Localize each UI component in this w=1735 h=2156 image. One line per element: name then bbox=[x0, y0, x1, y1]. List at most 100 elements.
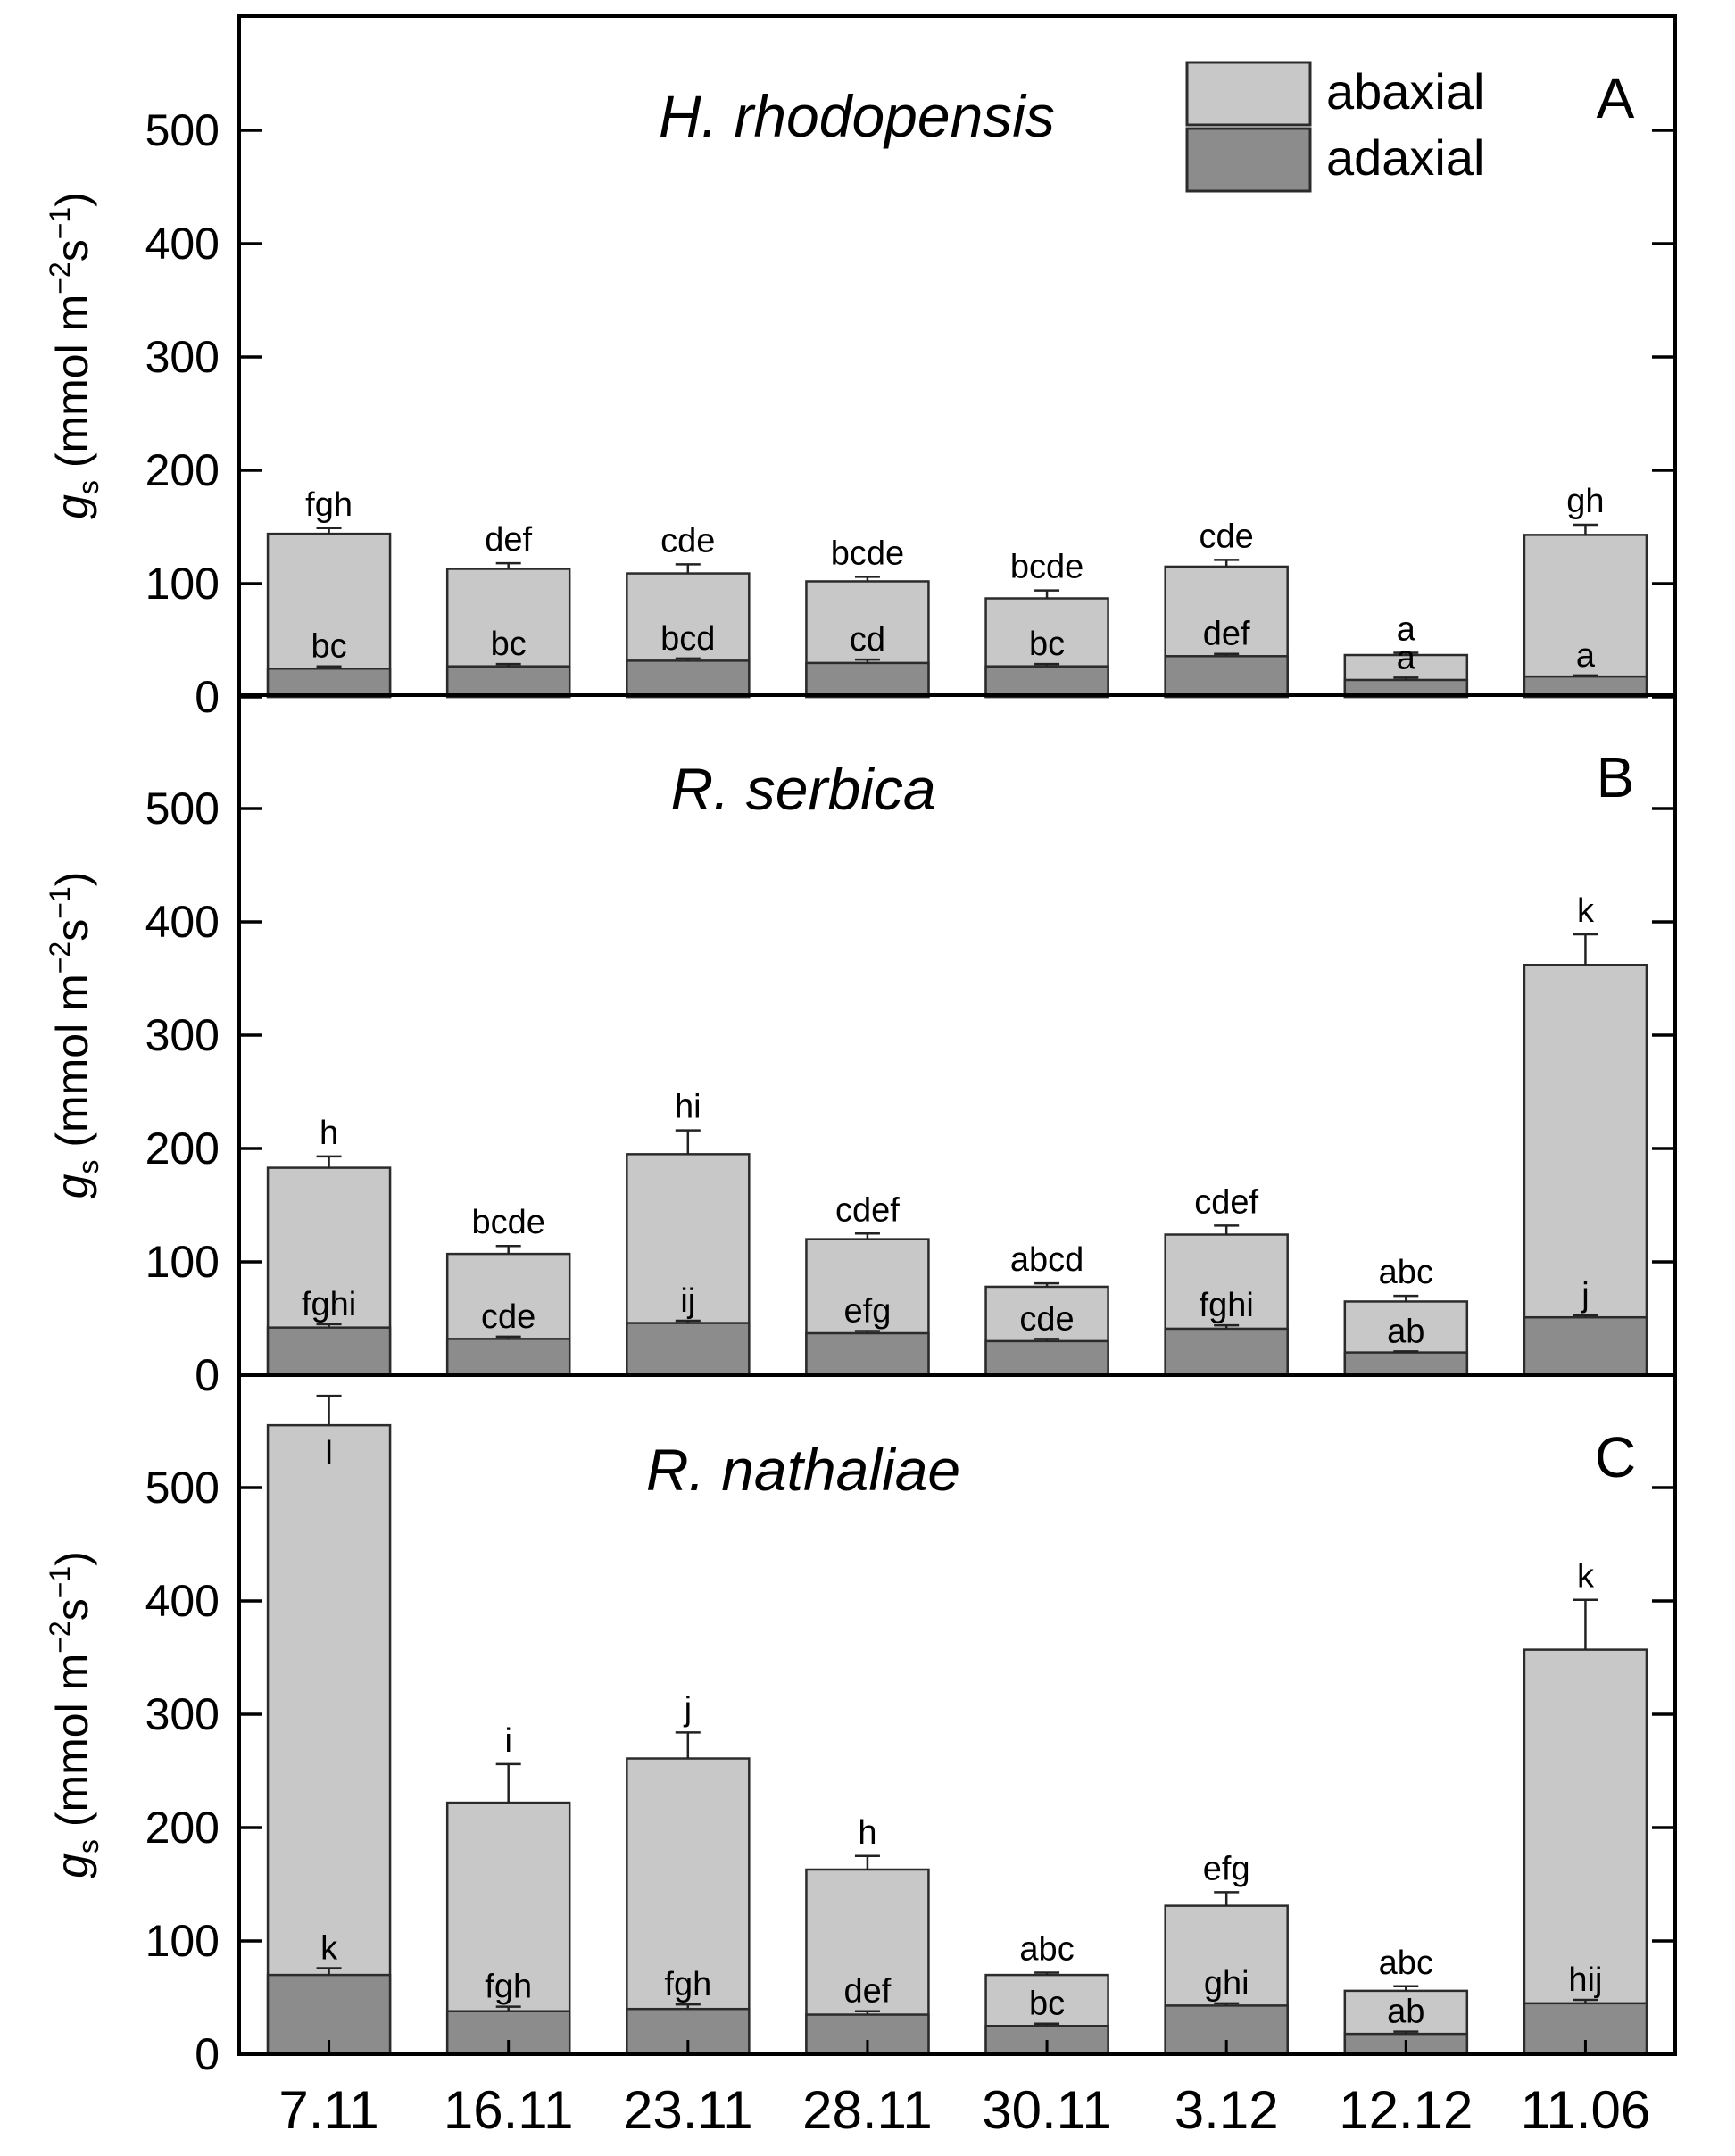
sig-label-adaxial-C-2: fgh bbox=[664, 1966, 711, 2003]
panel-letter-A: A bbox=[1597, 66, 1635, 130]
sig-label-abaxial-B-0: h bbox=[320, 1115, 338, 1152]
sig-label-adaxial-A-3: cd bbox=[850, 621, 885, 659]
bar-abaxial-A-7 bbox=[1523, 534, 1648, 699]
sig-label-abaxial-C-5: efg bbox=[1203, 1850, 1250, 1887]
sig-label-abaxial-C-2: j bbox=[684, 1690, 692, 1728]
sig-label-abaxial-A-6: a bbox=[1397, 610, 1416, 648]
sig-label-adaxial-A-6: a bbox=[1397, 639, 1416, 676]
ylabel-part-5: −1 bbox=[44, 207, 76, 239]
ylabel-part-5: −1 bbox=[44, 886, 76, 918]
bar-adaxial-B-5 bbox=[1164, 1327, 1289, 1377]
sig-label-abaxial-B-1: bcde bbox=[471, 1204, 544, 1241]
sig-label-adaxial-B-7: j bbox=[1581, 1277, 1589, 1314]
ylabel-part-2: (mmol m bbox=[47, 974, 97, 1159]
bar-adaxial-A-2 bbox=[626, 659, 751, 699]
ytick-label-B-5: 500 bbox=[145, 784, 220, 833]
ytick-label-C-4: 400 bbox=[145, 1576, 220, 1626]
ytick-label-B-3: 300 bbox=[145, 1010, 220, 1060]
sig-label-abaxial-A-5: cde bbox=[1200, 518, 1254, 555]
ytick-label-C-5: 500 bbox=[145, 1463, 220, 1513]
sig-label-adaxial-C-3: def bbox=[844, 1973, 892, 2011]
bar-abaxial-B-7 bbox=[1523, 964, 1648, 1377]
xtick-label-5: 3.12 bbox=[1175, 2080, 1279, 2140]
bar-adaxial-A-0 bbox=[266, 668, 392, 699]
ylabel-part-6: ) bbox=[47, 192, 97, 207]
bar-adaxial-A-5 bbox=[1164, 655, 1289, 699]
sig-label-adaxial-B-5: fghi bbox=[1200, 1287, 1254, 1324]
ylabel-part-1: s bbox=[72, 1160, 104, 1174]
sig-label-adaxial-B-4: cde bbox=[1019, 1300, 1074, 1338]
ylabel-part-0: g bbox=[47, 1173, 97, 1198]
sig-label-abaxial-C-1: i bbox=[504, 1722, 511, 1760]
ytick-label-C-3: 300 bbox=[145, 1689, 220, 1739]
xtick-label-0: 7.11 bbox=[278, 2080, 378, 2140]
legend: abaxial adaxial bbox=[1185, 61, 1484, 193]
sig-label-adaxial-C-4: bc bbox=[1029, 1986, 1065, 2023]
ylabel-A: gs (mmol m−2s−1) bbox=[44, 192, 104, 519]
xtick-label-4: 30.11 bbox=[982, 2080, 1112, 2140]
sig-label-abaxial-A-2: cde bbox=[660, 522, 715, 560]
sig-label-abaxial-B-5: cdef bbox=[1194, 1183, 1258, 1221]
ylabel-part-4: s bbox=[47, 919, 97, 941]
sig-label-abaxial-A-3: bcde bbox=[831, 535, 904, 572]
ytick-label-B-0: 0 bbox=[195, 1350, 220, 1400]
sig-label-adaxial-A-7: a bbox=[1576, 637, 1596, 675]
ylabel-part-2: (mmol m bbox=[47, 294, 97, 480]
panel-letter-C: C bbox=[1595, 1425, 1636, 1489]
sig-label-abaxial-C-0: l bbox=[325, 1435, 332, 1472]
ylabel-part-6: ) bbox=[47, 1551, 97, 1566]
ytick-label-A-2: 200 bbox=[145, 445, 220, 495]
sig-label-adaxial-B-3: efg bbox=[844, 1292, 892, 1330]
sig-label-adaxial-C-0: k bbox=[320, 1929, 338, 1967]
sig-label-adaxial-C-7: hij bbox=[1568, 1961, 1602, 1999]
sig-label-abaxial-B-6: abc bbox=[1379, 1254, 1433, 1291]
xtick-label-1: 16.11 bbox=[444, 2080, 574, 2140]
ylabel-part-0: g bbox=[47, 1853, 97, 1878]
sig-label-adaxial-B-1: cde bbox=[481, 1298, 535, 1336]
ylabel-part-3: −2 bbox=[44, 1621, 76, 1653]
bar-adaxial-A-1 bbox=[445, 665, 571, 699]
ytick-label-B-1: 100 bbox=[145, 1237, 220, 1287]
ytick-label-C-0: 0 bbox=[195, 2029, 220, 2079]
bar-abaxial-C-0 bbox=[266, 1423, 392, 2056]
ytick-label-B-2: 200 bbox=[145, 1124, 220, 1173]
ytick-label-A-5: 500 bbox=[145, 105, 220, 155]
sig-label-adaxial-A-5: def bbox=[1203, 616, 1250, 653]
sig-label-abaxial-C-4: abc bbox=[1019, 1931, 1074, 1969]
ylabel-part-5: −1 bbox=[44, 1566, 76, 1598]
bar-adaxial-A-3 bbox=[805, 661, 930, 699]
xtick-label-6: 12.12 bbox=[1339, 2080, 1473, 2140]
sig-label-adaxial-B-6: ab bbox=[1387, 1313, 1424, 1350]
ytick-label-A-1: 100 bbox=[145, 559, 220, 609]
ylabel-C: gs (mmol m−2s−1) bbox=[44, 1551, 104, 1878]
sig-label-adaxial-C-5: ghi bbox=[1204, 1965, 1249, 2003]
ytick-label-C-1: 100 bbox=[145, 1916, 220, 1966]
sig-label-adaxial-A-2: bcd bbox=[660, 620, 715, 658]
bar-abaxial-C-7 bbox=[1523, 1648, 1648, 2056]
ytick-label-B-4: 400 bbox=[145, 897, 220, 947]
bar-adaxial-B-7 bbox=[1523, 1315, 1648, 1377]
ylabel-part-2: (mmol m bbox=[47, 1654, 97, 1839]
species-title-C: R. nathaliae bbox=[646, 1437, 960, 1503]
legend-swatch-abaxial bbox=[1185, 61, 1312, 127]
species-title-A: H. rhodopensis bbox=[659, 83, 1055, 149]
xtick-label-3: 28.11 bbox=[802, 2080, 933, 2140]
sig-label-adaxial-C-6: ab bbox=[1387, 1994, 1424, 2031]
xtick-label-2: 23.11 bbox=[623, 2080, 753, 2140]
bar-adaxial-B-1 bbox=[445, 1338, 571, 1377]
bar-adaxial-B-0 bbox=[266, 1326, 392, 1377]
ylabel-part-6: ) bbox=[47, 872, 97, 887]
legend-swatch-adaxial bbox=[1185, 127, 1312, 193]
sig-label-abaxial-A-0: fgh bbox=[305, 486, 353, 524]
ylabel-part-4: s bbox=[47, 239, 97, 261]
bar-adaxial-A-4 bbox=[984, 665, 1109, 699]
sig-label-adaxial-C-1: fgh bbox=[485, 1969, 532, 2006]
sig-label-abaxial-B-2: hi bbox=[675, 1089, 701, 1126]
sig-label-adaxial-B-2: ij bbox=[680, 1282, 695, 1320]
sig-label-abaxial-A-7: gh bbox=[1566, 483, 1604, 520]
ytick-label-A-3: 300 bbox=[145, 332, 220, 382]
ylabel-B: gs (mmol m−2s−1) bbox=[44, 872, 104, 1199]
